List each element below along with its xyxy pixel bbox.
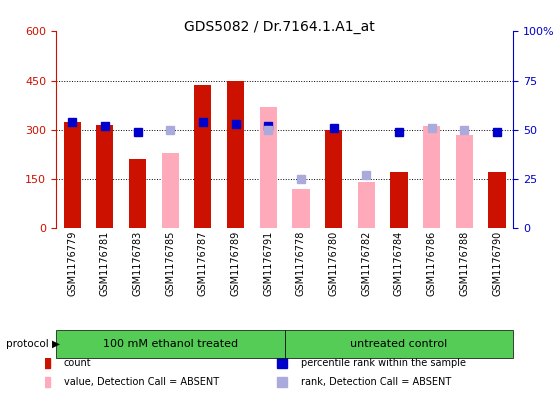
Text: count: count [64, 358, 92, 368]
Text: GDS5082 / Dr.7164.1.A1_at: GDS5082 / Dr.7164.1.A1_at [184, 20, 374, 34]
Text: protocol ▶: protocol ▶ [6, 339, 60, 349]
Bar [325, 130, 342, 228]
Bar [292, 189, 310, 228]
Text: percentile rank within the sample: percentile rank within the sample [301, 358, 466, 368]
Bar [64, 121, 81, 228]
Bar [391, 172, 407, 228]
Bar [488, 172, 506, 228]
Bar [423, 127, 440, 228]
Bar [456, 134, 473, 228]
Bar [162, 152, 179, 228]
Bar [227, 81, 244, 228]
Bar [96, 125, 113, 228]
Bar [194, 86, 211, 228]
Bar [259, 107, 277, 228]
Text: untreated control: untreated control [350, 339, 448, 349]
Bar [358, 182, 375, 228]
Bar [129, 159, 146, 228]
Text: 100 mM ethanol treated: 100 mM ethanol treated [103, 339, 238, 349]
Text: rank, Detection Call = ABSENT: rank, Detection Call = ABSENT [301, 377, 451, 387]
Text: value, Detection Call = ABSENT: value, Detection Call = ABSENT [64, 377, 219, 387]
